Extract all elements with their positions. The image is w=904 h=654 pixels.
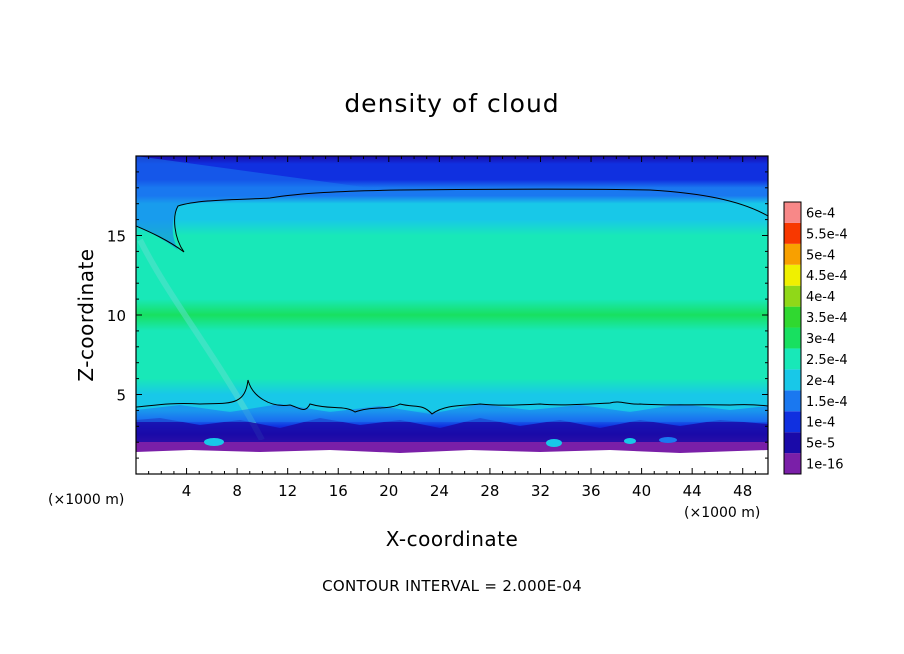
colorbar-label: 4.5e-4 — [806, 269, 848, 284]
colorbar-swatch — [784, 222, 801, 244]
colorbar-label: 5.5e-4 — [806, 227, 848, 242]
y-axis-label: Z-coordinate — [74, 248, 98, 381]
colorbar: 1e-16 5e-5 1e-4 1.5e-4 2e-4 2.5e-4 3e-4 3.5e-4 4… — [783, 201, 848, 475]
upper-left-edge — [136, 156, 400, 250]
colorbar-swatch — [784, 327, 801, 349]
colorbar-label: 2e-4 — [806, 374, 835, 389]
x-tick-label: 44 — [683, 482, 702, 500]
colorbar-label: 5e-5 — [806, 437, 835, 452]
colorbar-swatch — [784, 453, 801, 474]
x-tick-label: 48 — [733, 482, 752, 500]
x-tick-label: 32 — [531, 482, 550, 500]
cloud-base-edge — [136, 418, 768, 442]
chart-title: density of cloud — [344, 89, 559, 118]
surface-clear-gap — [136, 450, 768, 474]
colorbar-swatch — [784, 390, 801, 412]
x-tick-label: 12 — [278, 482, 297, 500]
colorbar-swatch — [784, 369, 801, 391]
x-tick-label: 4 — [182, 482, 192, 500]
cloud-base-transition — [136, 404, 768, 422]
x-axis-label: X-coordinate — [386, 527, 519, 551]
base-cell — [204, 438, 224, 446]
base-cell — [624, 438, 636, 444]
x-tick-label: 28 — [480, 482, 499, 500]
colorbar-swatch — [784, 264, 801, 286]
contour-line-bottom — [136, 379, 768, 415]
x-tick-label: 24 — [430, 482, 449, 500]
colorbar-label: 3.5e-4 — [806, 311, 848, 326]
x-tick-label: 40 — [632, 482, 651, 500]
colorbar-swatch — [784, 306, 801, 328]
colorbar-swatch — [784, 243, 801, 265]
y-tick-label: 5 — [116, 387, 126, 405]
colorbar-label: 5e-4 — [806, 248, 835, 263]
y-axis-ticks: 5 10 15 — [107, 171, 768, 459]
x-unit-label-right: (×1000 m) — [684, 505, 760, 521]
contour-line-top — [136, 188, 768, 253]
x-unit-label-left: (×1000 m) — [48, 492, 124, 508]
colorbar-label: 1.5e-4 — [806, 395, 848, 410]
base-cell — [546, 439, 562, 447]
colorbar-label: 2.5e-4 — [806, 353, 848, 368]
plot-area — [136, 156, 768, 474]
colorbar-label: 3e-4 — [806, 332, 835, 347]
y-tick-label: 10 — [107, 307, 126, 325]
x-axis-ticks: 4 8 12 16 20 24 28 32 36 40 44 48 — [148, 156, 756, 500]
x-tick-label: 20 — [379, 482, 398, 500]
colorbar-swatch — [784, 348, 801, 370]
colorbar-label: 1e-16 — [806, 458, 844, 473]
contour-interval-note: CONTOUR INTERVAL = 2.000E-04 — [322, 577, 582, 595]
x-tick-label: 8 — [232, 482, 242, 500]
base-cell — [659, 437, 677, 443]
colorbar-label: 6e-4 — [806, 206, 835, 221]
colorbar-label: 1e-4 — [806, 416, 835, 431]
x-tick-label: 36 — [581, 482, 600, 500]
colorbar-swatch — [784, 285, 801, 307]
colorbar-frame — [783, 201, 802, 475]
colorbar-swatch — [784, 411, 801, 433]
colorbar-label: 4e-4 — [806, 290, 835, 305]
y-tick-label: 15 — [107, 228, 126, 246]
x-tick-label: 16 — [329, 482, 348, 500]
colorbar-swatch — [784, 432, 801, 454]
colorbar-swatch — [784, 202, 801, 223]
